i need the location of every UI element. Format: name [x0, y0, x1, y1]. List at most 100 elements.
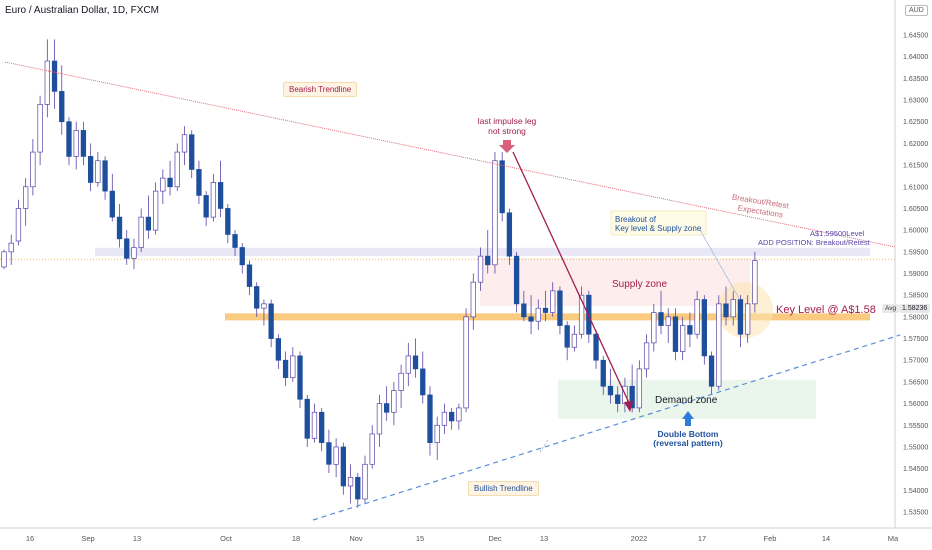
bullish-candle [463, 316, 469, 409]
key-level-band [225, 313, 870, 321]
bullish-candle [730, 299, 736, 318]
breakout-label-line2: Key level & Supply zone [615, 224, 702, 233]
impulse-leg-arrow-line [512, 151, 631, 406]
down-arrow-icon [499, 140, 515, 153]
bearish-candle [254, 286, 260, 309]
bearish-candle [615, 394, 621, 404]
time-tick-label: 17 [698, 534, 706, 543]
bullish-candle [210, 182, 217, 218]
bullish-candle [405, 355, 411, 374]
time-tick-label: 16 [26, 534, 34, 543]
time-tick-label: 13 [133, 534, 141, 543]
bearish-candle [593, 333, 599, 361]
bullish-candle [174, 151, 180, 188]
bearish-candle [225, 208, 231, 235]
bullish-candle [636, 368, 643, 409]
price-tick-label: 1.61500 [903, 163, 928, 170]
bearish-trendline [4, 61, 896, 248]
time-tick-label: 18 [292, 534, 300, 543]
bullish-candle [398, 372, 404, 391]
bearish-candle [66, 121, 72, 157]
up-arrow-icon [682, 411, 694, 426]
price-tick-label: 1.60500 [903, 206, 928, 213]
level-1595-band [95, 247, 870, 256]
avg-badge: Avg [882, 304, 900, 313]
bearish-candle [528, 316, 534, 322]
bearish-candle [189, 134, 195, 170]
bullish-candle [181, 134, 188, 153]
bearish-candle [557, 290, 563, 326]
bearish-candle [427, 394, 433, 443]
bullish-candle [492, 160, 498, 266]
price-tick-label: 1.53500 [903, 510, 928, 517]
impulse-label-line2: not strong [488, 126, 526, 136]
bearish-candle [485, 255, 491, 266]
bearish-candle [600, 359, 606, 387]
bullish-candle [261, 303, 267, 309]
time-tick-label: Ma [888, 534, 899, 543]
price-tick-label: 1.57500 [903, 336, 928, 343]
price-tick-label: 1.63000 [903, 98, 928, 105]
bullish-candle [651, 312, 657, 344]
bullish-candle [434, 424, 440, 443]
price-tick-label: 1.60000 [903, 228, 928, 235]
bullish-candle [95, 160, 101, 183]
bullish-candle [138, 216, 144, 248]
bearish-candle [701, 299, 707, 357]
bearish-candle [658, 312, 664, 326]
time-tick-label: Oct [220, 534, 233, 543]
bullish-candle [369, 433, 375, 465]
bullish-trendline-tag: Bullish Trendline [468, 481, 539, 496]
price-tick-label: 1.62000 [903, 141, 928, 148]
bullish-candle [333, 446, 339, 465]
bearish-candle [384, 403, 390, 413]
price-tick-label: 1.64000 [903, 54, 928, 61]
bearish-trendline-tag: Bearish Trendline [283, 82, 358, 97]
price-tick-label: 1.58500 [903, 293, 928, 300]
price-tick-label: 1.59000 [903, 271, 928, 278]
bullish-candle [745, 303, 751, 335]
bullish-candle [131, 247, 137, 259]
bullish-trendline [312, 334, 901, 521]
supply-zone [480, 258, 750, 307]
bullish-leader-line [539, 439, 549, 453]
bearish-candle [499, 160, 505, 214]
bearish-candle [51, 60, 58, 92]
bearish-candle [124, 238, 130, 259]
bullish-candle [643, 342, 650, 370]
bullish-candle [73, 130, 79, 157]
time-tick-label: Dec [488, 534, 502, 543]
double-bottom-label-line2: (reversal pattern) [653, 438, 723, 448]
level-label: A$1.59500Level [810, 229, 865, 238]
time-tick-label: 14 [822, 534, 830, 543]
demand-zone-label: Demand zone [655, 395, 718, 406]
bearish-candle [564, 325, 570, 348]
impulse-label-line1: last impulse leg [478, 116, 537, 126]
price-tick-label: 1.55000 [903, 444, 928, 451]
bearish-candle [239, 247, 245, 266]
bearish-candle [203, 195, 209, 218]
bearish-candle [513, 255, 520, 305]
bullish-candle [376, 403, 383, 435]
bullish-candle [160, 177, 166, 192]
breakout-label-line1: Breakout of [615, 215, 657, 224]
bearish-candle [340, 446, 346, 487]
bearish-candle [196, 169, 202, 196]
bullish-candle [571, 333, 578, 348]
bearish-candle [448, 411, 455, 422]
price-tick-label: 1.54500 [903, 466, 928, 473]
bearish-candle [109, 190, 115, 218]
bullish-candle [665, 316, 671, 326]
bearish-candle [102, 160, 108, 192]
time-tick-label: Feb [764, 534, 777, 543]
bearish-candle [326, 442, 332, 465]
chart-title: Euro / Australian Dollar, 1D, FXCM [5, 5, 159, 16]
bearish-candle [145, 216, 152, 231]
bearish-candle [629, 385, 635, 409]
bearish-candle [420, 368, 426, 396]
bearish-candle [542, 307, 549, 313]
bullish-candle [456, 407, 462, 422]
time-tick-label: 2022 [631, 534, 648, 543]
